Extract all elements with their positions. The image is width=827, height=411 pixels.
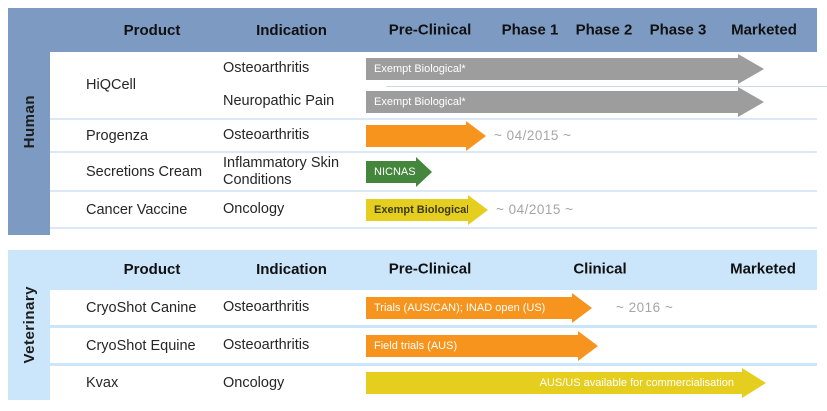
indication-cell: Oncology [223, 201, 285, 217]
column-header-clinical: Clinical [573, 260, 627, 278]
indication-cell: Inflammatory Skin Conditions [223, 154, 340, 188]
indication-cell: Osteoarthritis [223, 299, 310, 315]
column-header-phase3: Phase 3 [649, 21, 707, 39]
pipeline-arrow-progenza [366, 120, 486, 151]
pipeline-arrow-exempt-biological: Exempt Biological* [366, 53, 764, 84]
pipeline-arrow-field-trials: Field trials (AUS) [366, 330, 598, 361]
arrow-head-icon [578, 330, 598, 361]
table-row-secretions-cream: Secretions Cream Inflammatory Skin Condi… [50, 153, 817, 192]
arrow-label: Trials (AUS/CAN); INAD open (US) [374, 301, 546, 314]
table-row-hiqcell: HiQCell Osteoarthritis Exempt Biological… [50, 52, 827, 120]
indication-cell: Osteoarthritis [223, 127, 310, 143]
veterinary-section-label: Veterinary [20, 286, 38, 364]
arrow-label: Exempt Biological* [374, 95, 466, 108]
column-header-preclinical: Pre-Clinical [388, 21, 472, 39]
human-section: Human Product Indication Pre-Clinical Ph… [8, 8, 827, 235]
pipeline-arrow-kvax-commercialisation: AUS/US available for commercialisation [366, 368, 766, 398]
product-cell: CryoShot Equine [86, 337, 196, 354]
column-header-product: Product [123, 21, 181, 39]
arrow-head-icon [738, 53, 764, 84]
veterinary-header-row: Product Indication Pre-Clinical Clinical… [50, 250, 817, 288]
pipeline-arrow-exempt-biological: Exempt Biological* [366, 86, 764, 117]
column-header-indication: Indication [256, 21, 327, 39]
arrow-head-icon [468, 194, 488, 225]
product-cell: CryoShot Canine [86, 299, 197, 316]
indication-cell: Neuropathic Pain [223, 93, 335, 109]
column-header-marketed: Marketed [731, 21, 797, 39]
arrow-head-icon [738, 86, 764, 117]
pipeline-arrow-exempt-biological: Exempt Biological* [366, 194, 488, 225]
column-header-marketed: Marketed [730, 260, 796, 278]
table-row-cancer-vaccine: Cancer Vaccine Oncology Exempt Biologica… [50, 192, 817, 229]
arrow-label: Exempt Biological* [374, 203, 468, 216]
column-header-phase1: Phase 1 [501, 21, 559, 39]
table-row-cryoshot-canine: CryoShot Canine Osteoarthritis Trials (A… [50, 290, 817, 325]
milestone-date: ~ 04/2015 ~ [494, 128, 572, 143]
column-header-phase2: Phase 2 [575, 21, 633, 39]
column-header-product: Product [123, 260, 181, 278]
veterinary-section-band: Veterinary [8, 250, 50, 400]
product-cell: Progenza [86, 127, 149, 144]
indication-cell: Osteoarthritis [223, 60, 310, 76]
product-cell: Cancer Vaccine [86, 201, 188, 218]
table-row-cryoshot-equine: CryoShot Equine Osteoarthritis Field tri… [50, 328, 817, 363]
arrow-label: AUS/US available for commercialisation [539, 377, 734, 389]
veterinary-section: Veterinary Product Indication Pre-Clinic… [8, 250, 817, 400]
arrow-label: Exempt Biological* [374, 62, 466, 75]
arrow-label: Field trials (AUS) [374, 339, 458, 352]
indication-cell: Osteoarthritis [223, 337, 310, 353]
arrow-head-icon [416, 156, 432, 187]
column-header-preclinical: Pre-Clinical [388, 260, 472, 278]
pipeline-arrow-canine-trials: Trials (AUS/CAN); INAD open (US) [366, 292, 592, 323]
product-cell: HiQCell [86, 77, 136, 93]
subrow-divider [386, 86, 827, 87]
table-row-kvax: Kvax Oncology AUS/US available for comme… [50, 366, 817, 400]
milestone-date: ~ 04/2015 ~ [496, 202, 574, 217]
product-cell: Kvax [86, 375, 119, 391]
hiqcell-subrow-osteoarthritis: Osteoarthritis Exempt Biological* [218, 52, 817, 85]
arrow-label: NICNAS [374, 165, 416, 178]
indication-cell: Oncology [223, 374, 285, 391]
human-header-row: Product Indication Pre-Clinical Phase 1 … [50, 8, 817, 52]
human-section-label: Human [20, 94, 38, 149]
milestone-date: ~ 2016 ~ [616, 300, 674, 315]
arrow-head-icon [572, 292, 592, 323]
hiqcell-subrow-neuropathic-pain: Neuropathic Pain Exempt Biological* [218, 85, 817, 118]
product-cell: Secretions Cream [86, 163, 203, 180]
human-section-band: Human [8, 8, 50, 235]
arrow-head-icon [466, 120, 486, 151]
column-header-indication: Indication [256, 260, 327, 278]
pipeline-arrow-nicnas: NICNAS [366, 156, 432, 187]
table-row-progenza: Progenza Osteoarthritis ~ 04/2015 ~ [50, 120, 817, 153]
arrow-head-icon [742, 368, 766, 398]
